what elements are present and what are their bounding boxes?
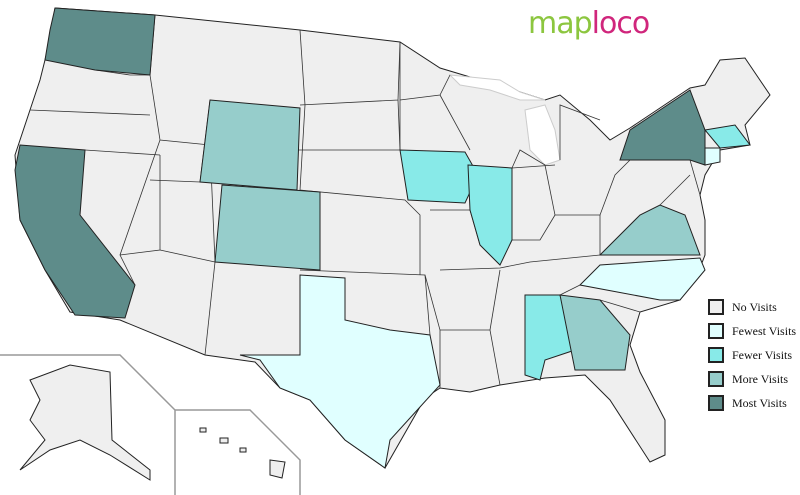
state-border [489, 269, 501, 331]
state-virginia [598, 204, 701, 256]
state-wyoming [199, 99, 301, 191]
state-border [599, 299, 641, 313]
maploco-logo: maploco [528, 6, 650, 41]
state-border [511, 164, 556, 169]
legend-swatch [708, 299, 724, 315]
legend-item-most-visits: Most Visits [708, 391, 796, 415]
hawaii-inset-frame [175, 409, 301, 495]
state-border [439, 94, 471, 151]
state-colorado [214, 184, 321, 271]
legend: No Visits Fewest Visits Fewer Visits Mor… [708, 295, 796, 415]
legend-swatch [708, 347, 724, 363]
state-washington [44, 7, 156, 76]
legend-item-fewest-visits: Fewest Visits [708, 319, 796, 343]
state-north-carolina [578, 257, 706, 301]
legend-item-fewer-visits: Fewer Visits [708, 343, 796, 367]
legend-item-more-visits: More Visits [708, 367, 796, 391]
legend-item-no-visits: No Visits [708, 295, 796, 319]
legend-swatch [708, 323, 724, 339]
state-border [555, 159, 631, 216]
lake-superior [448, 74, 546, 101]
state-border [511, 149, 556, 241]
state-iowa [399, 149, 479, 204]
state-border [559, 284, 581, 296]
state-border [559, 104, 601, 160]
state-georgia [559, 294, 631, 371]
state-border [159, 249, 216, 263]
hawaii-island [199, 427, 207, 433]
state-alaska [19, 364, 151, 481]
state-massachusetts [704, 124, 751, 149]
state-connecticut [704, 147, 721, 166]
alaska-inset-frame [0, 354, 176, 495]
hawaii-island [219, 437, 229, 444]
state-california [14, 144, 136, 319]
hawaii-island [269, 459, 286, 479]
legend-swatch [708, 371, 724, 387]
state-border [439, 254, 601, 271]
state-border [659, 174, 691, 206]
state-border [29, 109, 151, 116]
state-illinois [467, 164, 513, 266]
legend-swatch [708, 395, 724, 411]
state-texas [239, 274, 441, 469]
state-border [94, 69, 150, 76]
hawaii-island [239, 447, 247, 453]
